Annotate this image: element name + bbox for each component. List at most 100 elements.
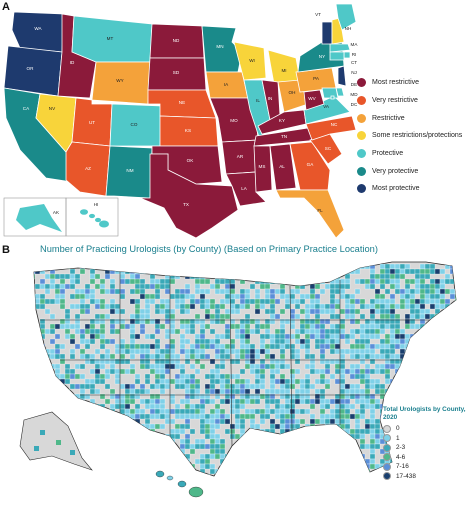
county-cell xyxy=(59,378,66,385)
county-cell xyxy=(239,303,246,310)
state-label-ga: GA xyxy=(307,162,315,167)
county-cell xyxy=(74,413,81,420)
county-cell xyxy=(49,473,56,476)
county-cell xyxy=(109,363,116,370)
county-cell xyxy=(254,353,261,360)
county-cell xyxy=(234,423,241,430)
county-cell xyxy=(194,343,201,350)
county-cell xyxy=(399,273,406,280)
county-cell xyxy=(224,378,231,385)
county-cell xyxy=(189,273,196,280)
county-cell xyxy=(84,353,91,360)
county-cell xyxy=(304,348,311,355)
county-cell xyxy=(44,378,51,385)
county-cell xyxy=(159,403,166,410)
county-cell xyxy=(144,343,151,350)
county-cell xyxy=(454,308,456,315)
county-cell xyxy=(314,438,321,445)
county-cell xyxy=(264,278,271,285)
county-cell xyxy=(129,338,136,345)
county-cell xyxy=(449,398,456,405)
county-cell xyxy=(114,423,121,430)
county-cell xyxy=(389,283,396,290)
county-cell xyxy=(194,403,201,410)
county-cell xyxy=(214,363,221,370)
county-cell xyxy=(289,403,296,410)
county-cell xyxy=(319,388,326,395)
county-cell xyxy=(269,388,276,395)
county-cell xyxy=(229,463,236,470)
county-cell xyxy=(324,383,331,390)
county-cell xyxy=(409,363,416,370)
county-cell xyxy=(164,418,171,425)
county-cell xyxy=(104,383,111,390)
county-cell xyxy=(49,298,56,305)
county-cell xyxy=(129,413,136,420)
county-cell xyxy=(229,448,236,455)
county-cell xyxy=(34,313,36,320)
legend-swatch xyxy=(383,472,391,481)
county-cell xyxy=(319,443,326,450)
county-cell xyxy=(314,388,321,395)
county-cell xyxy=(94,378,101,385)
county-cell xyxy=(184,288,191,295)
county-cell xyxy=(199,363,206,370)
county-cell xyxy=(79,268,86,275)
county-cell xyxy=(369,368,376,375)
county-cell xyxy=(359,473,366,476)
county-cell xyxy=(329,373,336,380)
county-cell xyxy=(189,263,196,270)
county-cell xyxy=(344,368,351,375)
county-cell xyxy=(384,278,391,285)
state-label-pa: PA xyxy=(313,76,320,81)
county-cell xyxy=(194,383,201,390)
county-cell xyxy=(209,468,216,475)
county-cell xyxy=(214,388,221,395)
county-cell xyxy=(364,363,371,370)
county-cell xyxy=(359,353,366,360)
county-cell xyxy=(309,308,316,315)
county-cell xyxy=(444,353,451,360)
county-cell xyxy=(314,273,321,280)
legend-item: 0 xyxy=(383,424,473,434)
county-cell xyxy=(429,363,436,370)
county-cell xyxy=(34,328,41,335)
county-cell xyxy=(339,458,346,465)
county-cell xyxy=(264,298,271,305)
county-cell xyxy=(209,398,216,405)
county-cell xyxy=(194,288,201,295)
county-cell xyxy=(99,283,106,290)
county-cell xyxy=(309,323,316,330)
county-cell xyxy=(109,263,116,270)
county-cell xyxy=(209,328,216,335)
county-cell xyxy=(329,468,336,475)
county-cell xyxy=(279,403,286,410)
county-cell xyxy=(234,323,241,330)
county-cell xyxy=(134,313,141,320)
state-nj xyxy=(337,65,347,87)
county-cell xyxy=(244,413,251,420)
county-cell xyxy=(324,448,331,455)
county-cell xyxy=(39,323,46,330)
county-cell xyxy=(374,378,381,385)
county-cell xyxy=(204,428,211,435)
county-cell xyxy=(404,348,411,355)
county-cell xyxy=(324,368,331,375)
county-cell xyxy=(354,278,361,285)
county-cell xyxy=(444,363,451,370)
state-label-ar: AR xyxy=(237,154,244,159)
county-cell xyxy=(354,413,361,420)
county-cell xyxy=(39,368,46,375)
county-cell xyxy=(104,428,111,435)
county-cell xyxy=(294,263,301,270)
county-cell xyxy=(184,453,191,460)
county-cell xyxy=(264,343,271,350)
county-cell xyxy=(424,308,431,315)
county-cell xyxy=(454,288,456,295)
county-cell xyxy=(284,338,291,345)
county-cell xyxy=(64,273,71,280)
county-cell xyxy=(349,293,356,300)
county-cell xyxy=(379,308,386,315)
county-cell xyxy=(339,328,346,335)
county-cell xyxy=(424,313,431,320)
